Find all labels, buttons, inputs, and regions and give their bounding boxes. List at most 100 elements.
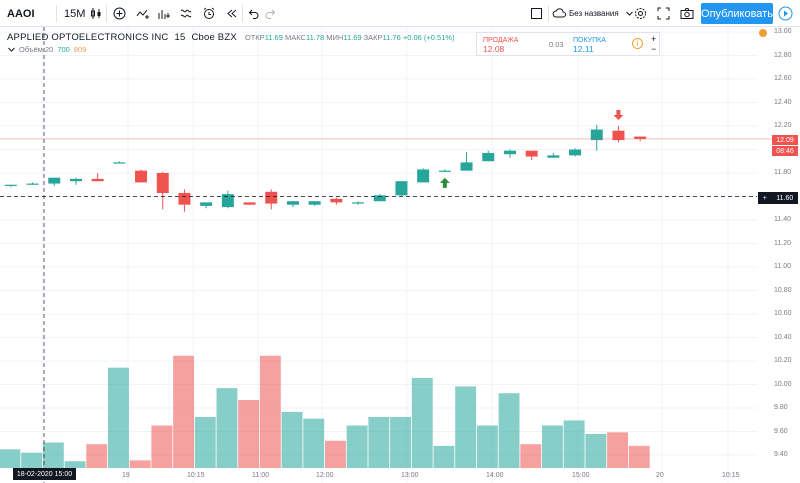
interval-label: 15M — [64, 7, 86, 20]
price-tick-label: 10.60 — [774, 310, 792, 317]
volume-bar — [194, 417, 216, 468]
candle-body — [547, 155, 560, 158]
price-tick-label: 10.00 — [774, 380, 792, 388]
templates-button[interactable] — [157, 0, 172, 27]
volume-bar — [108, 367, 129, 468]
volume-bar — [542, 425, 563, 468]
volume-legend[interactable]: Объём 20 700 809 — [7, 45, 86, 54]
toolbar-divider — [242, 5, 243, 22]
volume-bar — [42, 442, 64, 468]
candle-body — [395, 181, 408, 196]
price-tick-label: 9.40 — [774, 451, 788, 458]
price-tick-label: 12.20 — [774, 122, 792, 129]
high-value: 11.78 — [305, 33, 325, 42]
indicators-button[interactable] — [136, 0, 151, 27]
open-value: 11.69 — [264, 33, 283, 42]
spread-value: 0.03 — [549, 40, 564, 49]
candle-body — [200, 202, 213, 206]
price-tick-label: 11.20 — [774, 239, 791, 247]
candles-style-button[interactable] — [90, 0, 103, 27]
alert-dot-icon[interactable] — [759, 29, 767, 37]
publish-label: Опубликовать — [701, 7, 773, 20]
alerts-button[interactable] — [180, 0, 195, 27]
volume-bar — [0, 449, 21, 468]
compare-button[interactable] — [113, 0, 126, 27]
trading-panel: ПРОДАЖА 12.08 0.03 ПОКУПКА 12.11 i + − — [476, 32, 660, 56]
time-tick-label: 14:00 — [486, 472, 504, 479]
candle-body — [113, 162, 126, 164]
quantity-minus-button[interactable]: − — [651, 44, 657, 54]
candle-body — [460, 162, 473, 171]
low-value: 11.69 — [343, 33, 362, 42]
volume-bar — [346, 425, 368, 468]
price-chart[interactable] — [0, 27, 800, 483]
fullscreen-button[interactable] — [657, 0, 670, 27]
volume-bar — [64, 461, 86, 468]
layout-name-label: Без названия — [569, 9, 619, 18]
volume-bar — [607, 432, 628, 468]
volume-bar — [259, 355, 281, 468]
price-tick-label: 10.20 — [774, 357, 792, 364]
templates-icon — [158, 10, 170, 19]
volume-bar — [151, 425, 173, 468]
symbol-search[interactable]: AAOI — [7, 0, 35, 27]
volume-bar — [498, 393, 520, 468]
candle-body — [265, 191, 278, 204]
sell-button[interactable]: ПРОДАЖА 12.08 — [483, 36, 518, 54]
candle-body — [178, 192, 191, 205]
alarm-button[interactable] — [202, 0, 216, 27]
cloud-icon — [552, 8, 566, 18]
undo-icon — [248, 9, 259, 19]
time-tick-label: 15:00 — [572, 472, 590, 479]
low-label: МИН — [326, 33, 344, 42]
buy-signal-arrow-icon — [439, 177, 450, 188]
plus-icon[interactable]: + — [762, 194, 767, 202]
candle-body — [48, 177, 61, 184]
volume-bar — [216, 388, 238, 468]
sell-label: ПРОДАЖА — [483, 37, 519, 44]
price-tick-label: 11.40 — [774, 216, 791, 223]
volume-bars — [0, 355, 650, 468]
chart-legend: APPLIED OPTOELECTRONICS INC 15 Cboe BZX … — [7, 32, 455, 43]
info-icon[interactable]: i — [632, 38, 643, 49]
volume-bar — [390, 417, 411, 468]
legend-interval: 15 — [174, 32, 186, 43]
volume-label: Объём 20 — [19, 45, 54, 54]
redo-button[interactable] — [264, 0, 276, 27]
fullscreen-toggle[interactable] — [530, 0, 543, 27]
close-label: ЗАКР — [363, 33, 383, 42]
chevron-down-icon[interactable] — [7, 45, 16, 54]
chart-overlays — [0, 27, 772, 483]
undo-button[interactable] — [248, 0, 260, 27]
layout-name-button[interactable]: Без названия — [552, 0, 634, 27]
volume-bar — [411, 377, 433, 468]
price-tick-label: 10.80 — [774, 286, 792, 294]
interval-button[interactable]: 15M — [64, 0, 85, 27]
candle-body — [612, 130, 625, 141]
play-circle-icon — [778, 6, 793, 21]
time-tick-label: 19 — [122, 472, 130, 479]
chevron-down-icon — [625, 11, 633, 16]
candle-body — [221, 194, 234, 208]
add-circle-icon — [113, 7, 126, 20]
ohlc-values: ОТКР11.69 МАКС11.78 МИН11.69 ЗАКР11.76 +… — [245, 33, 455, 42]
crosshair-date-tag: 18-02-2020 15:00 — [13, 468, 76, 480]
time-tick-label: 12:00 — [316, 472, 334, 479]
volume-bar — [628, 445, 650, 468]
candle-body — [438, 170, 451, 172]
publish-button[interactable]: Опубликовать — [701, 3, 773, 24]
replay-button[interactable] — [225, 0, 238, 27]
toolbar-divider — [56, 5, 57, 22]
candle-body — [417, 169, 430, 183]
screenshot-button[interactable] — [680, 0, 694, 27]
sell-signal-arrow-icon — [613, 110, 624, 120]
candle-body — [69, 178, 82, 182]
time-tick-label: 10:15 — [722, 472, 740, 479]
legend-exchange: Cboe BZX — [191, 32, 237, 43]
quantity-plus-button[interactable]: + — [651, 34, 657, 44]
settings-button[interactable] — [634, 0, 647, 27]
play-button[interactable] — [778, 0, 793, 27]
price-tick-label: 9.80 — [774, 404, 788, 411]
candle-body — [503, 150, 516, 155]
buy-button[interactable]: ПОКУПКА 12.11 — [573, 36, 606, 54]
